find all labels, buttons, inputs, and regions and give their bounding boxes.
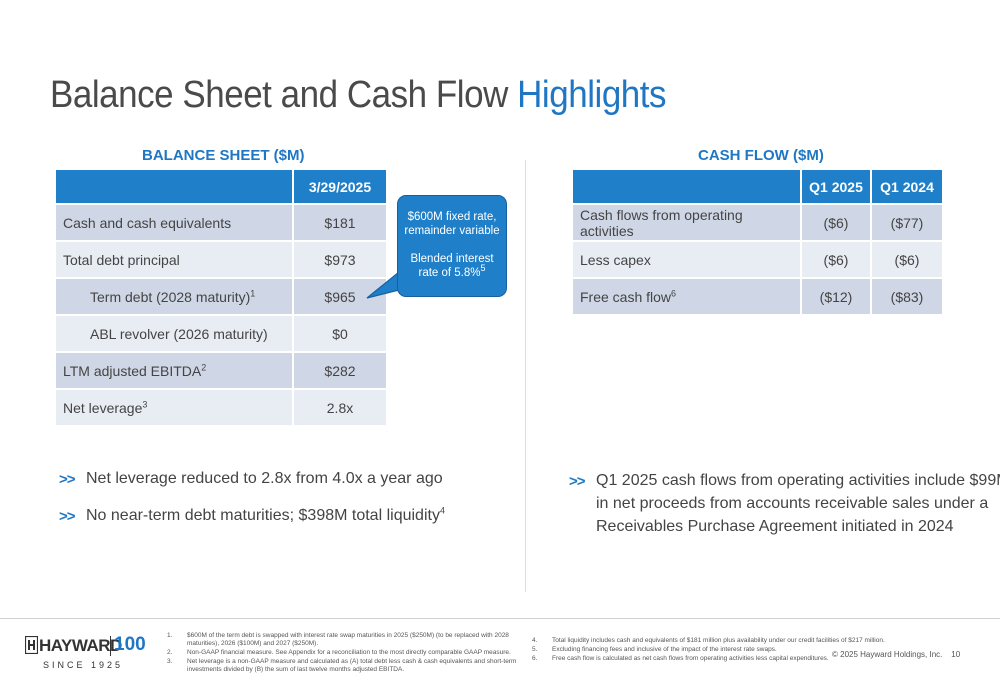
table-row: Free cash flow6 ($12) ($83) <box>573 279 942 314</box>
row-label: Net leverage3 <box>56 390 292 425</box>
logo-wordmark: HAYWARD <box>39 636 122 655</box>
row-label: ABL revolver (2026 maturity) <box>56 316 292 351</box>
row-value: $282 <box>294 353 386 388</box>
table-row: Less capex ($6) ($6) <box>573 242 942 277</box>
title-highlight: Highlights <box>517 74 667 116</box>
footnote-ref: 4 <box>439 505 445 516</box>
footnote-5: 5. Excluding financing fees and inclusiv… <box>532 646 777 653</box>
hayward-logo-icon <box>25 636 38 654</box>
bullet-arrow-icon: >> <box>569 473 586 490</box>
row-value-q1-2025: ($12) <box>802 279 870 314</box>
footnote-6: 6. Free cash flow is calculated as net c… <box>532 655 829 662</box>
title-main: Balance Sheet and Cash Flow <box>50 74 518 116</box>
table-row: Net leverage3 2.8x <box>56 390 386 425</box>
row-value: $965 <box>294 279 386 314</box>
row-value-q1-2024: ($6) <box>872 242 942 277</box>
row-value: $181 <box>294 205 386 240</box>
row-label: Total debt principal <box>56 242 292 277</box>
logo-separator <box>110 636 111 656</box>
cash-flow-table: Q1 2025 Q1 2024 Cash flows from operatin… <box>571 168 944 316</box>
footnote-2: 2. Non-GAAP financial measure. See Appen… <box>167 649 511 656</box>
row-value: 2.8x <box>294 390 386 425</box>
table-header-row: Q1 2025 Q1 2024 <box>573 170 942 203</box>
table-row: Cash flows from operating activities ($6… <box>573 205 942 240</box>
row-label: Term debt (2028 maturity)1 <box>56 279 292 314</box>
page-title: Balance Sheet and Cash Flow Highlights <box>50 74 667 117</box>
table-header-row: 3/29/2025 <box>56 170 386 203</box>
bullet-net-leverage: >> Net leverage reduced to 2.8x from 4.0… <box>59 467 443 490</box>
header-q1-2025: Q1 2025 <box>802 170 870 203</box>
callout-line: $600M fixed rate, <box>407 211 497 223</box>
table-row: Term debt (2028 maturity)1 $965 <box>56 279 386 314</box>
footnote-1: 1. $600M of the term debt is swapped wit… <box>167 632 509 647</box>
row-value-q1-2024: ($77) <box>872 205 942 240</box>
table-row: LTM adjusted EBITDA2 $282 <box>56 353 386 388</box>
footnote-ref: 1 <box>250 287 256 298</box>
footnote-4: 4. Total liquidity includes cash and equ… <box>532 637 885 644</box>
header-date: 3/29/2025 <box>294 170 386 203</box>
table-row: ABL revolver (2026 maturity) $0 <box>56 316 386 351</box>
footnote-ref: 6 <box>671 287 677 298</box>
balance-sheet-heading: BALANCE SHEET ($M) <box>142 147 305 164</box>
row-label: LTM adjusted EBITDA2 <box>56 353 292 388</box>
footer-copyright: © 2025 Hayward Holdings, Inc. 10 <box>832 650 961 659</box>
balance-sheet-table: 3/29/2025 Cash and cash equivalents $181… <box>54 168 388 427</box>
logo-since: SINCE 1925 <box>43 660 124 670</box>
row-label: Less capex <box>573 242 800 277</box>
interest-rate-callout: $600M fixed rate, remainder variable Ble… <box>397 195 507 297</box>
callout-line: Blended interest <box>410 253 494 265</box>
table-row: Cash and cash equivalents $181 <box>56 205 386 240</box>
callout-line: remainder variable <box>404 225 500 237</box>
footer-rule <box>0 618 1000 619</box>
row-value-q1-2025: ($6) <box>802 205 870 240</box>
column-divider <box>525 160 526 592</box>
header-blank <box>56 170 292 203</box>
footnote-ref: 2 <box>201 361 207 372</box>
row-label: Free cash flow6 <box>573 279 800 314</box>
header-blank <box>573 170 800 203</box>
footnote-ref: 3 <box>142 398 148 409</box>
bullet-liquidity: >> No near-term debt maturities; $398M t… <box>59 504 445 527</box>
page-number: 10 <box>951 650 961 659</box>
row-value-q1-2025: ($6) <box>802 242 870 277</box>
cash-flow-heading: CASH FLOW ($M) <box>698 147 824 164</box>
callout-line: rate of 5.8%5 <box>418 263 486 279</box>
bullet-arrow-icon: >> <box>59 471 76 488</box>
row-value-q1-2024: ($83) <box>872 279 942 314</box>
row-label: Cash flows from operating activities <box>573 205 800 240</box>
bullet-cash-flow-note: >> Q1 2025 cash flows from operating act… <box>569 472 1000 535</box>
header-q1-2024: Q1 2024 <box>872 170 942 203</box>
footnote-3: 3. Net leverage is a non-GAAP measure an… <box>167 658 517 673</box>
row-value: $0 <box>294 316 386 351</box>
table-row: Total debt principal $973 <box>56 242 386 277</box>
row-value: $973 <box>294 242 386 277</box>
row-label: Cash and cash equivalents <box>56 205 292 240</box>
bullet-arrow-icon: >> <box>59 508 76 525</box>
logo-anniversary: 100 <box>114 634 146 655</box>
